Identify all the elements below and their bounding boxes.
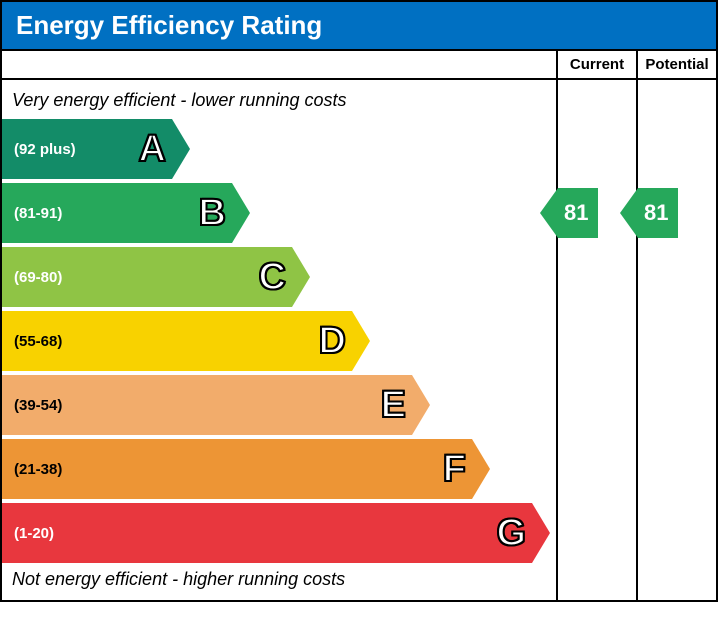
band-bar-e: (39-54) E [2, 375, 412, 435]
band-letter-b: B [191, 192, 226, 235]
band-bar-d: (55-68) D [2, 311, 352, 371]
band-g: (1-20) G [2, 503, 556, 563]
band-letter-f: F [435, 448, 466, 491]
band-letter-d: D [311, 320, 346, 363]
title-bar: Energy Efficiency Rating [2, 2, 716, 49]
band-letter-c: C [251, 256, 286, 299]
band-arrowhead [232, 183, 250, 243]
note-bottom: Not energy efficient - higher running co… [2, 565, 556, 594]
potential-marker: 81 [620, 188, 678, 238]
current-marker: 81 [540, 188, 598, 238]
chart-title: Energy Efficiency Rating [16, 10, 322, 40]
band-b: (81-91) B [2, 183, 556, 243]
header-potential: Potential [636, 51, 716, 78]
band-range-d: (55-68) [14, 333, 62, 350]
band-bar-a: (92 plus) A [2, 119, 172, 179]
band-e: (39-54) E [2, 375, 556, 435]
marker-value: 81 [638, 188, 678, 238]
band-range-e: (39-54) [14, 397, 62, 414]
note-top: Very energy efficient - lower running co… [2, 86, 556, 115]
potential-column: 81 [636, 80, 716, 600]
header-current: Current [556, 51, 636, 78]
band-range-f: (21-38) [14, 461, 62, 478]
band-range-a: (92 plus) [14, 141, 76, 158]
band-bar-g: (1-20) G [2, 503, 532, 563]
band-range-c: (69-80) [14, 269, 62, 286]
current-column: 81 [556, 80, 636, 600]
band-arrowhead [412, 375, 430, 435]
band-arrowhead [532, 503, 550, 563]
band-bar-c: (69-80) C [2, 247, 292, 307]
band-letter-a: A [131, 128, 166, 171]
band-d: (55-68) D [2, 311, 556, 371]
epc-container: Energy Efficiency Rating Current Potenti… [0, 0, 718, 602]
band-arrowhead [472, 439, 490, 499]
band-arrowhead [172, 119, 190, 179]
bands-column: Very energy efficient - lower running co… [2, 80, 556, 600]
marker-arrowhead [540, 188, 558, 238]
header-row: Current Potential [2, 49, 716, 80]
band-letter-e: E [373, 384, 406, 427]
marker-arrowhead [620, 188, 638, 238]
band-f: (21-38) F [2, 439, 556, 499]
band-bar-f: (21-38) F [2, 439, 472, 499]
band-a: (92 plus) A [2, 119, 556, 179]
columns: Very energy efficient - lower running co… [2, 80, 716, 600]
header-blank [2, 51, 556, 78]
band-letter-g: G [488, 512, 526, 555]
band-arrowhead [292, 247, 310, 307]
content-area: Current Potential Very energy efficient … [2, 49, 716, 600]
band-c: (69-80) C [2, 247, 556, 307]
marker-value: 81 [558, 188, 598, 238]
band-arrowhead [352, 311, 370, 371]
band-bar-b: (81-91) B [2, 183, 232, 243]
band-range-b: (81-91) [14, 205, 62, 222]
band-range-g: (1-20) [14, 525, 54, 542]
